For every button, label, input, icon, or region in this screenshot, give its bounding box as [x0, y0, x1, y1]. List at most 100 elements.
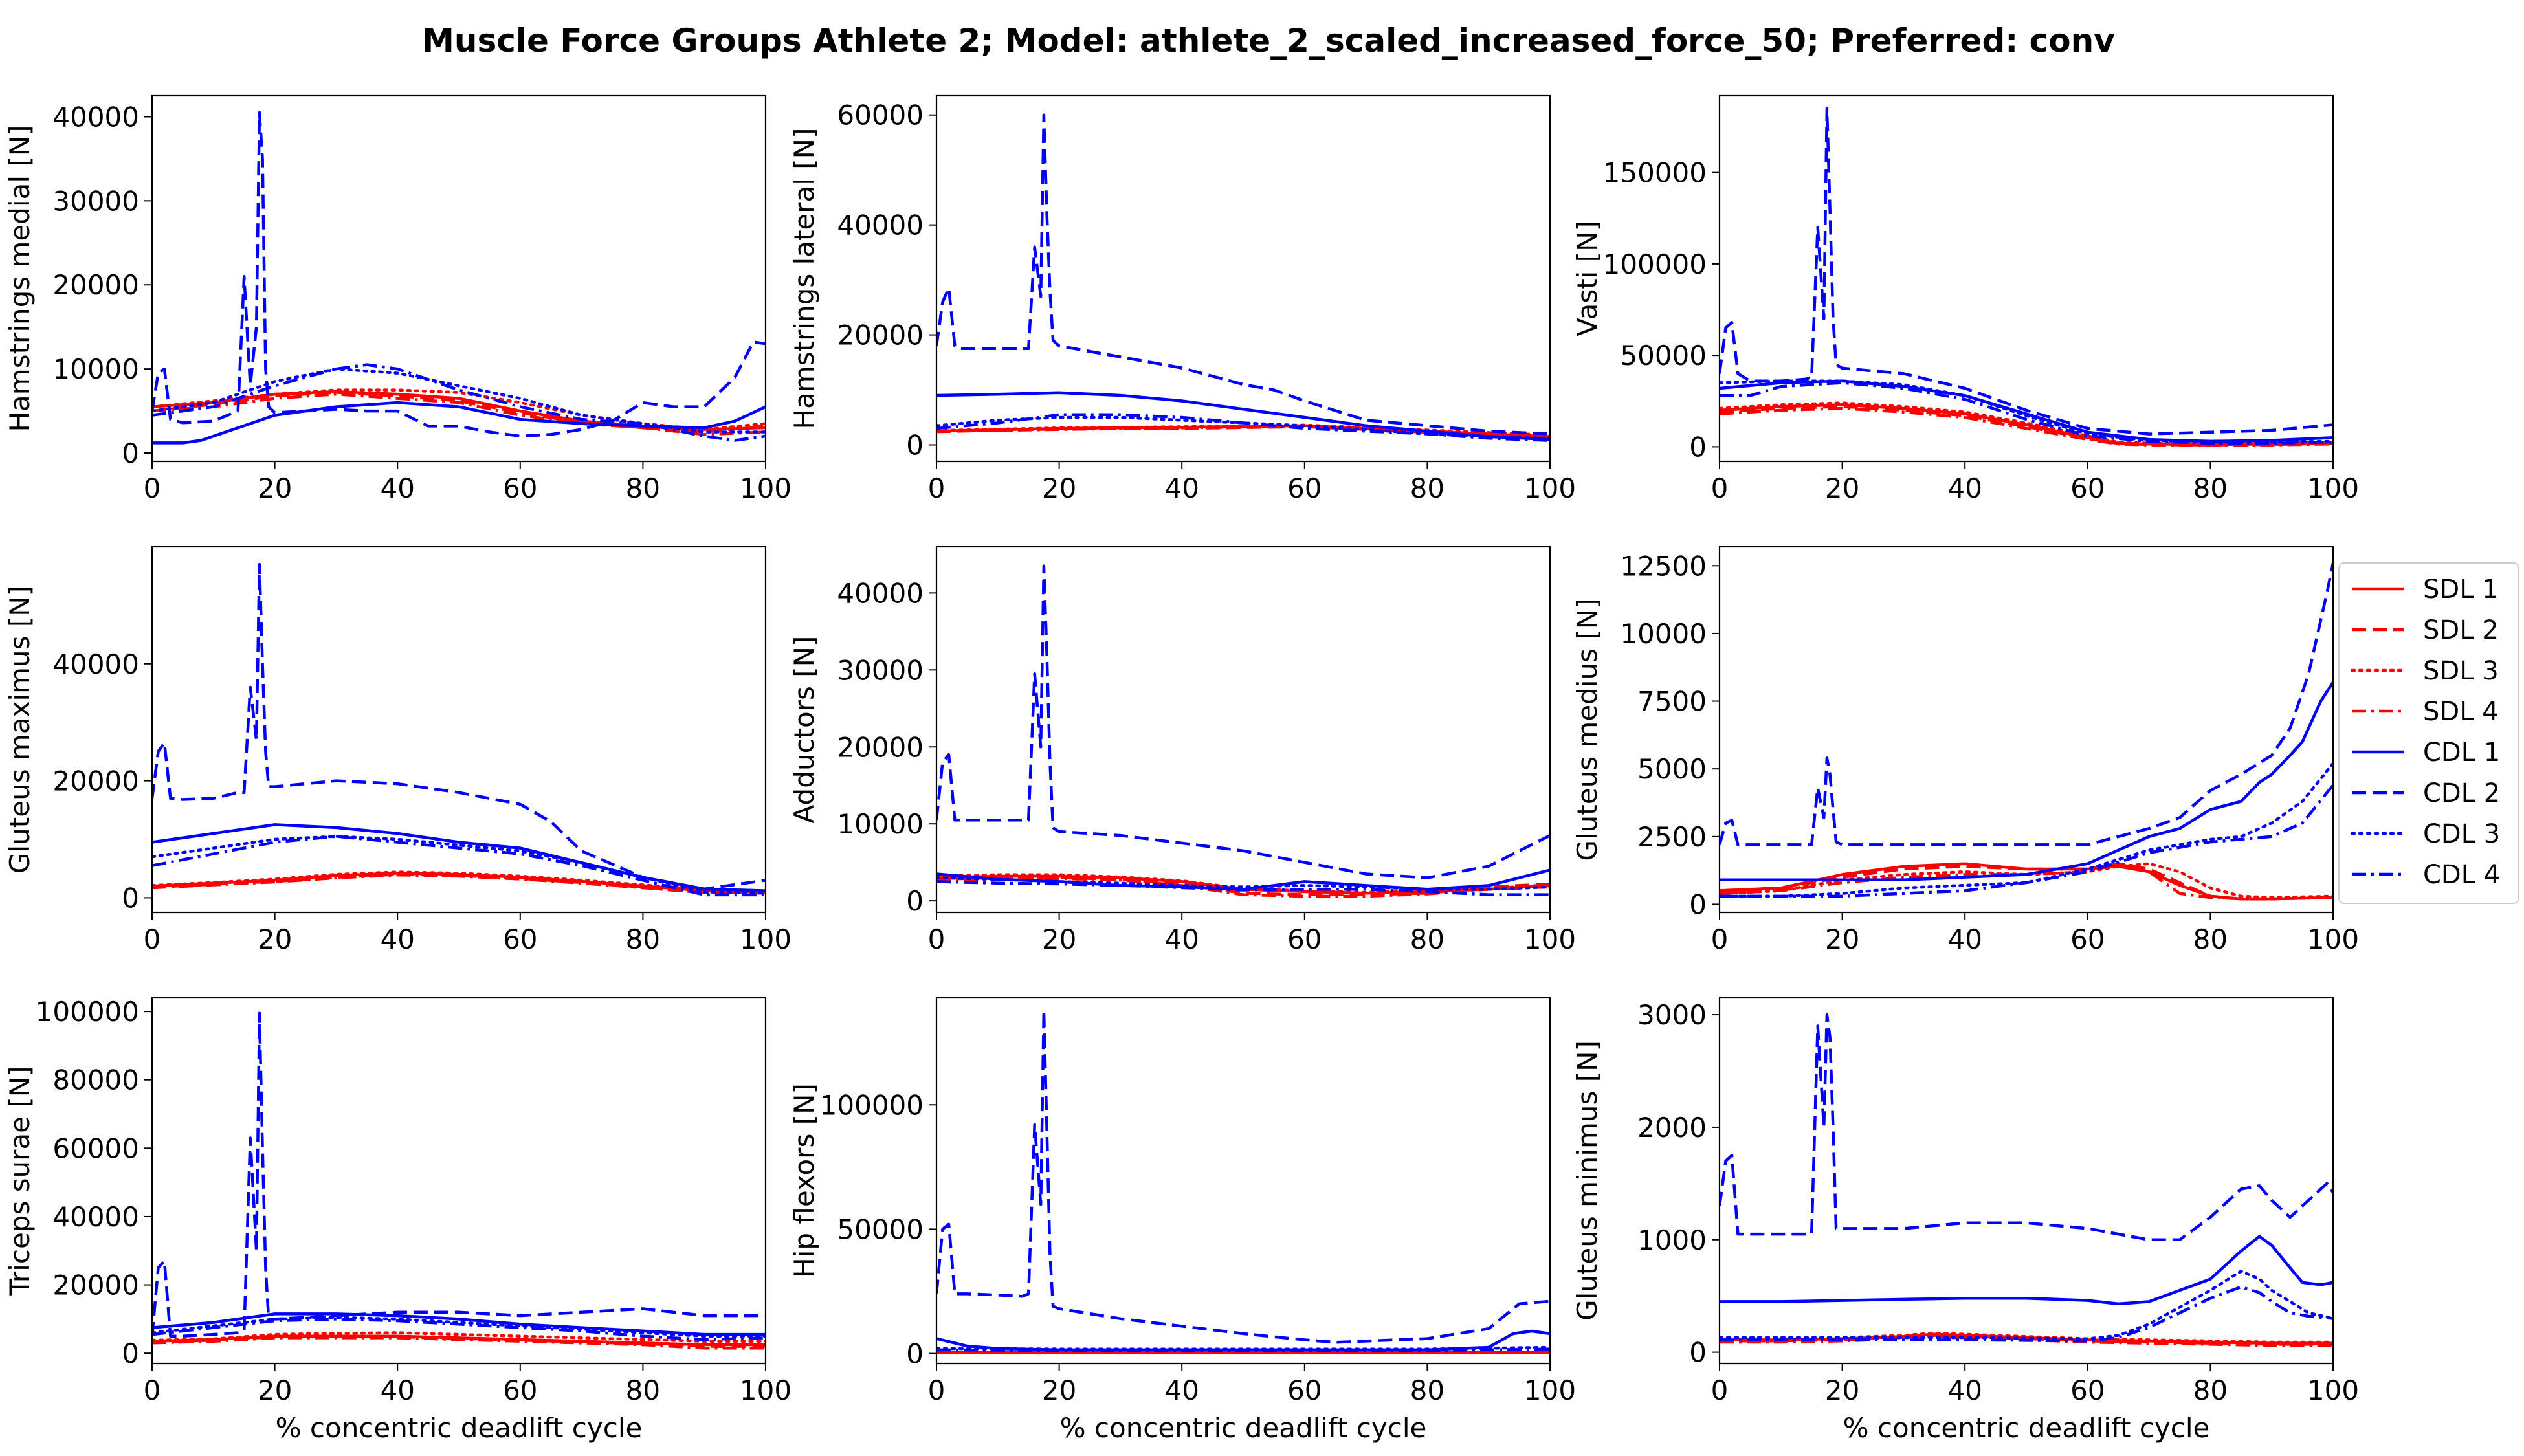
x-tick-label: 20 [1825, 472, 1859, 504]
series-line-cdl-2 [152, 111, 766, 438]
y-tick-label: 3000 [1637, 999, 1707, 1031]
series-line-cdl-4 [936, 1347, 1550, 1352]
series-group [1720, 562, 2333, 901]
y-tick-label: 100000 [1603, 248, 1707, 280]
y-tick-label: 20000 [837, 320, 924, 351]
legend-label: SDL 2 [2423, 615, 2499, 645]
axes-frame [151, 997, 767, 1365]
y-axis-label: Gluteus maximus [N] [4, 586, 36, 874]
series-line-sdl-4 [1720, 406, 2333, 447]
x-tick-label: 20 [1042, 923, 1076, 955]
series-line-cdl-2 [152, 562, 766, 891]
series-line-cdl-3 [1720, 1270, 2333, 1341]
x-tick-label: 100 [2307, 923, 2359, 955]
y-axis-label: Gluteus minimus [N] [1571, 1041, 1603, 1321]
y-axis-label: Hamstrings medial [N] [4, 125, 36, 432]
legend-box [2338, 562, 2519, 904]
x-tick-label: 100 [1524, 923, 1576, 955]
x-tick-label: 60 [1287, 1374, 1322, 1406]
series-line-cdl-1 [152, 1312, 766, 1336]
x-tick-label: 40 [1164, 472, 1199, 504]
x-tick-label: 80 [1410, 923, 1445, 955]
series-line-cdl-3 [1720, 379, 2333, 444]
x-tick-label: 40 [1947, 923, 1982, 955]
y-tick-label: 80000 [52, 1064, 139, 1096]
y-axis-label: Triceps surae [N] [4, 1066, 36, 1296]
y-tick-label: 60000 [837, 100, 924, 131]
y-tick-label: 100000 [36, 996, 139, 1028]
subplot-1: 0 20 40 60 80 100 0 10000 20000 30000 40000 Hamstri… [4, 94, 792, 504]
series-line-cdl-2 [936, 1008, 1550, 1344]
series-line-cdl-2 [936, 564, 1550, 879]
legend-label: SDL 1 [2423, 575, 2499, 604]
y-tick-label: 0 [1689, 888, 1707, 920]
y-tick-label: 10000 [52, 353, 139, 385]
x-tick-label: 0 [1711, 1374, 1729, 1406]
x-tick-label: 80 [626, 1374, 660, 1406]
series-line-cdl-2 [152, 1011, 766, 1338]
x-tick-label: 0 [1711, 472, 1729, 504]
y-tick-label: 0 [122, 437, 139, 469]
y-tick-label: 20000 [52, 1270, 139, 1301]
legend-label: CDL 2 [2423, 778, 2500, 808]
y-tick-label: 40000 [52, 648, 139, 680]
series-line-cdl-2 [936, 113, 1550, 436]
legend-item-cdl-4: CDL 4 [2352, 860, 2500, 890]
series-line-cdl-3 [152, 1316, 766, 1338]
x-tick-label: 0 [144, 472, 161, 504]
x-tick-label: 60 [1287, 923, 1322, 955]
y-tick-label: 40000 [837, 577, 924, 609]
series-line-cdl-4 [936, 413, 1550, 442]
y-tick-label: 2000 [1637, 1112, 1707, 1143]
x-tick-label: 60 [2070, 923, 2105, 955]
y-tick-label: 2500 [1637, 821, 1707, 853]
y-tick-label: 40000 [837, 210, 924, 241]
x-tick-label: 60 [1287, 472, 1322, 504]
y-axis-label: Gluteus medius [N] [1571, 598, 1603, 861]
y-tick-label: 50000 [1620, 340, 1707, 371]
series-line-cdl-1 [1720, 1235, 2333, 1306]
series-line-cdl-3 [936, 876, 1550, 891]
y-tick-label: 0 [122, 1338, 139, 1369]
x-tick-label: 40 [380, 472, 414, 504]
series-line-cdl-2 [1720, 107, 2333, 436]
y-tick-label: 20000 [837, 731, 924, 763]
subplot-6: 0 20 40 60 80 100 0 2500 5000 7500 10000 12500 Glute… [1571, 546, 2359, 955]
y-tick-label: 60000 [52, 1132, 139, 1164]
x-tick-label: 40 [1164, 923, 1199, 955]
x-tick-label: 40 [1947, 1374, 1982, 1406]
y-tick-label: 100000 [820, 1089, 924, 1121]
legend-label: SDL 3 [2423, 656, 2499, 686]
y-tick-label: 150000 [1603, 157, 1707, 189]
legend-item-cdl-2: CDL 2 [2352, 778, 2500, 808]
x-axis-label: % concentric deadlift cycle [276, 1412, 643, 1444]
axes-frame [935, 546, 1551, 914]
x-tick-label: 80 [1410, 472, 1445, 504]
subplot-7: 0 20 40 60 80 100 0 20000 40000 60000 80000 100000 T… [4, 996, 792, 1444]
x-tick-label: 80 [2193, 472, 2228, 504]
series-line-sdl-4 [152, 392, 766, 436]
x-tick-label: 20 [1042, 1374, 1076, 1406]
x-tick-label: 0 [928, 1374, 946, 1406]
y-tick-label: 0 [122, 882, 139, 914]
x-tick-label: 20 [1825, 923, 1859, 955]
legend-label: CDL 1 [2423, 738, 2500, 767]
x-tick-label: 60 [503, 923, 537, 955]
legend-label: SDL 4 [2423, 697, 2499, 727]
x-tick-label: 0 [1711, 923, 1729, 955]
series-line-cdl-3 [152, 835, 766, 895]
series-line-sdl-4 [936, 425, 1550, 440]
axes-frame [151, 546, 767, 914]
x-tick-label: 40 [1164, 1374, 1199, 1406]
legend-label: CDL 4 [2423, 860, 2500, 890]
x-tick-label: 80 [2193, 1374, 2228, 1406]
series-group [1720, 1013, 2333, 1347]
x-tick-label: 100 [1524, 1374, 1576, 1406]
legend-item-cdl-1: CDL 1 [2352, 738, 2500, 767]
y-tick-label: 0 [906, 885, 924, 917]
x-tick-label: 0 [928, 472, 946, 504]
x-tick-label: 20 [1042, 472, 1076, 504]
series-group [152, 1011, 766, 1350]
